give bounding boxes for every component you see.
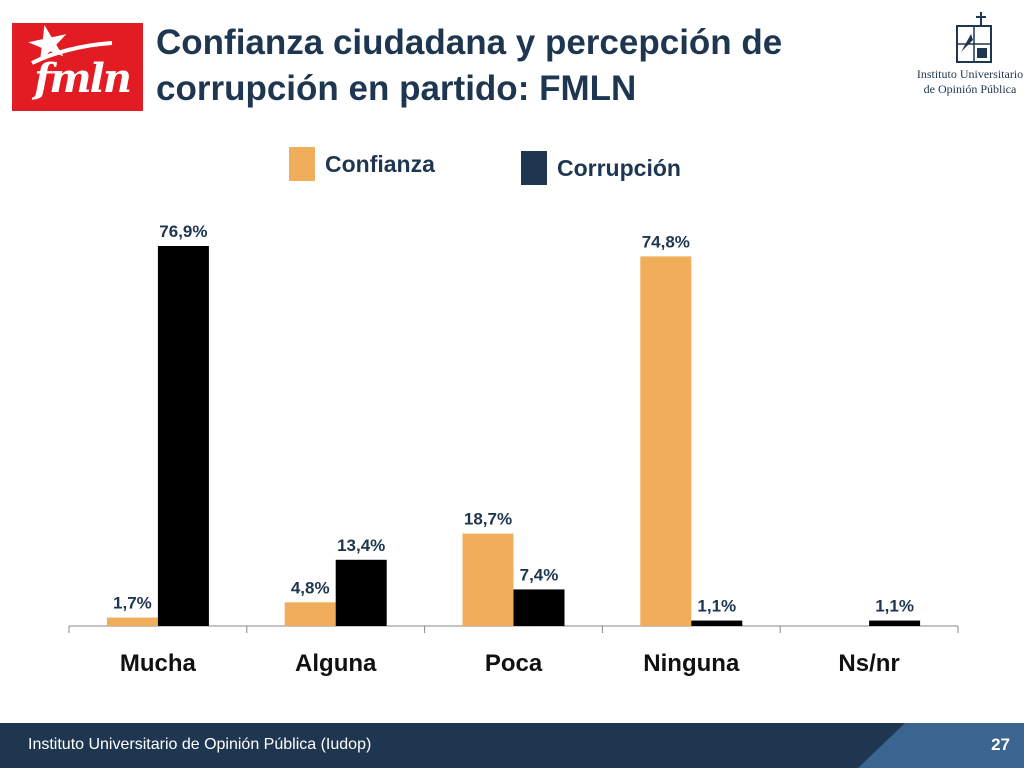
institute-name-line-2: de Opinión Pública: [923, 82, 1017, 96]
data-label: 74,8%: [642, 232, 690, 251]
category-label: Poca: [485, 650, 543, 677]
iudop-emblem-icon: [956, 12, 992, 63]
legend-item-corrupcion: Corrupción: [521, 151, 681, 185]
data-label: 4,8%: [291, 578, 330, 597]
data-label: 7,4%: [520, 565, 559, 584]
legend-swatch-confianza: [289, 147, 315, 181]
legend-swatch-corrupcion: [521, 151, 547, 185]
title-line-1: Confianza ciudadana y percepción de: [156, 23, 783, 62]
bar-corrupcion-nsnr: [869, 620, 921, 626]
bar-confianza-mucha: [106, 617, 158, 626]
bar-confianza-poca: [462, 533, 514, 626]
legend-label-corrupcion: Corrupción: [557, 154, 681, 181]
data-label: 76,9%: [159, 222, 207, 241]
data-label: 1,7%: [113, 594, 152, 613]
category-label: Alguna: [295, 650, 377, 677]
legend-label-confianza: Confianza: [325, 150, 435, 177]
data-label: 1,1%: [875, 597, 914, 616]
institute-name-line-1: Instituto Universitario: [916, 67, 1024, 81]
bar-corrupcion-alguna: [335, 559, 387, 626]
bar-corrupcion-mucha: [157, 246, 209, 626]
bar-corrupcion-ninguna: [691, 620, 743, 626]
footer: Instituto Universitario de Opinión Públi…: [0, 723, 1024, 768]
legend-item-confianza: Confianza: [289, 147, 435, 181]
page-title: Confianza ciudadana y percepción de corr…: [156, 20, 856, 112]
title-line-2: corrupción en partido: FMLN: [156, 69, 637, 108]
bar-corrupcion-poca: [513, 589, 565, 626]
bar-chart: 1,7% 76,9% Mucha 4,8% 13,4% Alguna 18,7% 7,4% Po…: [68, 222, 959, 677]
footer-accent: [858, 723, 1024, 768]
bar-confianza-ninguna: [640, 256, 692, 626]
data-label: 18,7%: [464, 510, 512, 529]
institute-name: Instituto Universitario de Opinión Públi…: [900, 67, 1024, 97]
logo-text: fmln: [34, 55, 132, 102]
data-label: 1,1%: [697, 597, 736, 616]
star-icon: [28, 25, 113, 65]
category-label: Ns/nr: [838, 650, 899, 677]
data-label: 13,4%: [337, 536, 385, 555]
fmln-logo: fmln: [12, 23, 143, 111]
footer-text: Instituto Universitario de Opinión Públi…: [28, 736, 372, 753]
category-label: Mucha: [120, 650, 197, 677]
bar-confianza-alguna: [284, 602, 336, 626]
category-label: Ninguna: [643, 650, 740, 677]
page-number: 27: [991, 735, 1010, 754]
